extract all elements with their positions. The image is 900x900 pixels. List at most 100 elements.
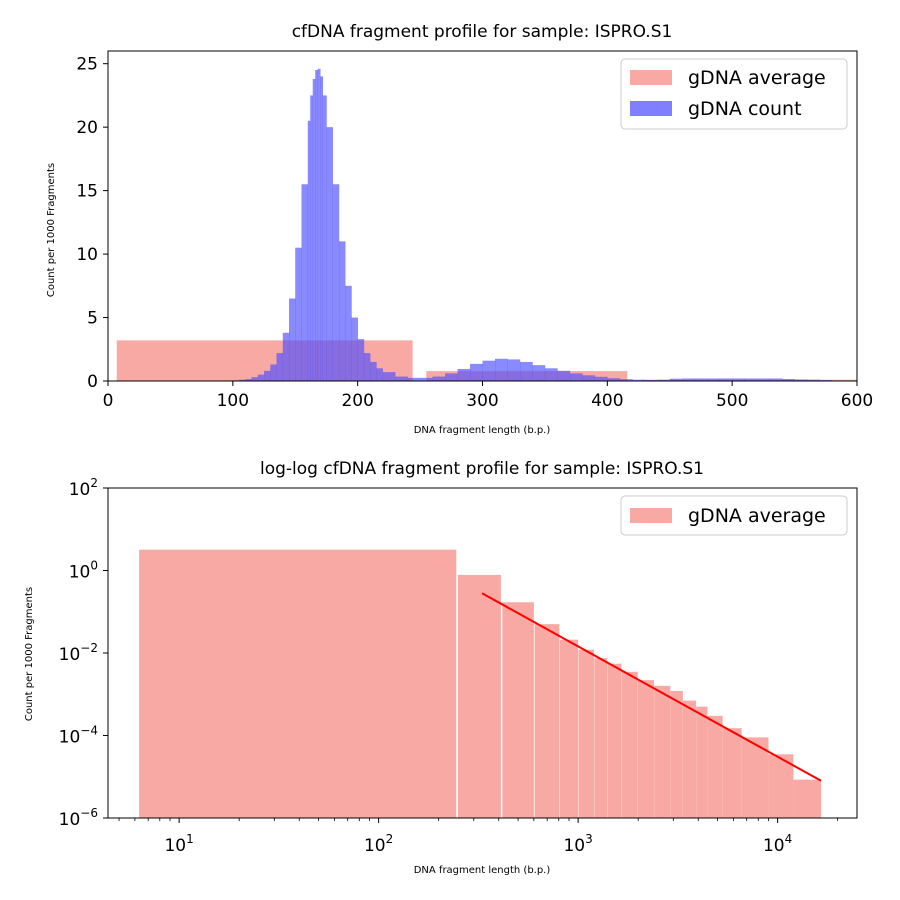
top-count-bin-15 [315,70,319,382]
top-count-bin-44 [582,375,596,381]
bottom-average-bar-17 [768,754,794,818]
top-count-bin-5 [264,370,271,381]
top-x-tick-label-6: 600 [841,391,873,411]
top-count-bin-27 [376,368,383,381]
bottom-x-tick-label-2: 103 [563,832,592,856]
top-count-bin-61 [794,379,808,381]
top-legend-label-count: gDNA count [688,98,802,120]
top-count-bin-13 [310,95,314,381]
top-count-bin-31 [420,377,433,381]
top-count-bin-59 [769,378,783,381]
top-count-bin-62 [807,379,820,381]
top-count-bin-28 [382,372,396,381]
bottom-average-bar-2 [502,602,534,818]
bottom-legend: gDNA average [620,495,848,536]
bottom-x-tick-label-1: 102 [364,832,393,856]
bottom-chart: log-log cfDNA fragment profile for sampl… [24,459,858,876]
top-count-bin-53 [694,378,708,381]
top-count-bin-47 [619,379,633,381]
top-count-bin-50 [657,379,671,381]
top-x-axis: 0 100 200 300 400 500 600 [103,381,873,411]
top-count-bin-14 [312,78,316,381]
top-count-bin-23 [351,317,358,381]
top-count-bin-10 [295,247,302,381]
top-count-bin-58 [757,378,770,381]
bottom-average-bar-13 [696,706,708,818]
top-count-bin-54 [707,378,720,381]
top-count-bin-24 [357,339,365,381]
top-count-bin-51 [669,378,683,381]
bottom-y-tick-label-4: 102 [69,476,98,500]
top-y-axis-label: Count per 1000 Fragments [46,163,57,297]
bottom-average-bar-4 [559,639,579,818]
bottom-average-bar-15 [722,728,742,818]
top-x-tick-label-1: 100 [217,391,249,411]
top-count-bin-39 [519,361,533,381]
bottom-x-tick-label-0: 101 [164,832,193,856]
top-count-bin-16 [317,68,321,382]
top-count-bin-11 [301,184,309,381]
bottom-y-tick-label-1: 10−4 [59,724,98,748]
top-count-bin-8 [282,332,290,381]
bottom-average-bar-7 [607,663,622,818]
bottom-x-minor-ticks [118,818,839,821]
top-count-bin-22 [345,285,352,381]
top-x-tick-label-4: 400 [591,391,623,411]
top-legend-swatch-average [630,70,672,85]
bottom-y-tick-label-0: 10−6 [59,806,98,830]
top-legend-swatch-count [630,101,672,116]
bottom-average-bar-14 [707,715,723,818]
top-x-tick-label-2: 200 [341,391,373,411]
top-count-bin-55 [719,378,733,381]
top-count-bin-6 [270,364,277,381]
top-bars-layer [116,68,857,382]
top-count-bin-45 [594,376,608,381]
top-count-bin-2 [245,379,252,381]
bottom-legend-label-average: gDNA average [688,505,826,527]
top-count-bin-29 [395,376,408,381]
top-count-bin-18 [322,95,327,381]
top-x-axis-label: DNA fragment length (b.p.) [414,425,551,436]
bottom-average-bar-1 [458,574,501,818]
top-count-bin-21 [338,241,346,381]
top-count-bin-49 [644,379,658,381]
bottom-y-axis-label: Count per 1000 Fragments [24,587,35,721]
bottom-legend-box [620,495,848,536]
top-chart-title: cfDNA fragment profile for sample: ISPRO… [292,22,673,42]
bottom-legend-swatch-average [630,508,672,523]
top-count-bin-34 [457,368,471,381]
top-count-bin-3 [251,377,259,381]
bottom-y-tick-label-3: 100 [69,559,98,583]
top-y-tick-label-4: 20 [76,118,98,138]
top-count-bin-30 [407,377,421,381]
top-count-bin-7 [276,353,284,381]
bottom-chart-title: log-log cfDNA fragment profile for sampl… [260,459,704,479]
top-count-bin-48 [632,379,646,381]
bottom-average-bar-18 [793,779,821,818]
top-count-bin-19 [326,127,333,382]
top-chart: cfDNA fragment profile for sample: ISPRO… [46,22,873,436]
top-y-tick-label-2: 10 [76,245,98,265]
top-count-bin-57 [744,378,758,381]
top-count-bin-17 [320,76,324,381]
top-count-bin-42 [557,370,571,381]
bottom-bars-layer [139,549,821,818]
top-count-bin-40 [532,365,546,381]
top-count-bin-60 [782,378,795,381]
bottom-y-axis: 10−6 10−4 10−2 100 102 [59,476,108,830]
top-x-tick-label-5: 500 [716,391,748,411]
bottom-x-axis-label: DNA fragment length (b.p.) [414,865,551,876]
bottom-average-bar-12 [682,700,697,818]
top-count-bin-52 [682,378,696,381]
top-y-tick-label-5: 25 [76,55,98,75]
bottom-average-bar-10 [654,685,671,818]
bottom-y-tick-label-2: 10−2 [59,641,98,665]
top-count-bin-32 [432,376,446,381]
top-count-bin-37 [494,358,508,381]
bottom-x-axis: 101 102 103 104 [164,818,792,856]
bottom-x-tick-label-3: 104 [763,832,792,856]
top-count-bin-9 [289,298,296,381]
top-count-bin-43 [569,373,583,381]
top-count-bin-12 [307,120,311,382]
